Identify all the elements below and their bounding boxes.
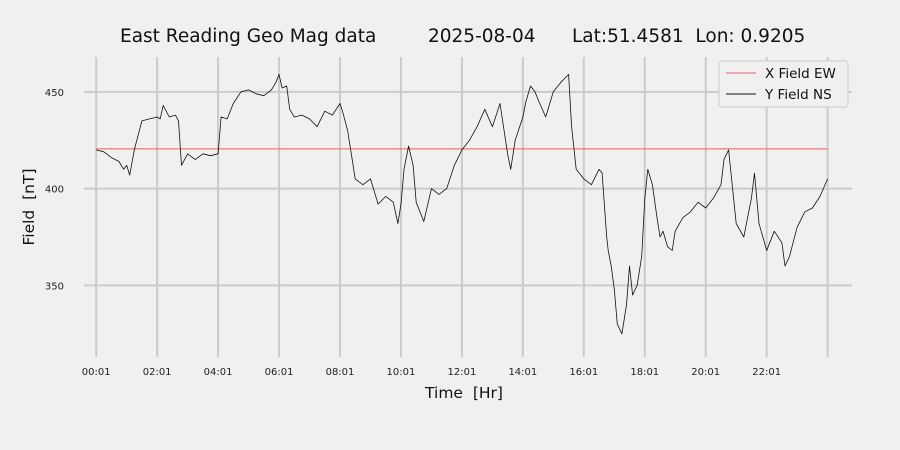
x-tick-label: 10:01 (387, 367, 416, 378)
x-axis-label: Time [Hr] (424, 384, 503, 402)
y-axis-label: Field [nT] (20, 168, 38, 245)
x-tick-label: 06:01 (265, 367, 294, 378)
grid-lines (84, 57, 852, 357)
x-tick-label: 14:01 (508, 367, 537, 378)
x-tick-label: 02:01 (143, 367, 172, 378)
plot-area (96, 74, 828, 335)
x-tick-label: 12:01 (447, 367, 476, 378)
x-tick-label: 22:01 (752, 367, 781, 378)
y-tick-label: 350 (45, 281, 64, 292)
x-tick-label: 20:01 (691, 367, 720, 378)
tick-labels: 00:01 02:01 04:01 06:01 08:01 10:01 12:01 14:01… (45, 88, 781, 378)
legend: X Field EW Y Field NS (718, 60, 849, 108)
legend-label-x-field: X Field EW (765, 66, 836, 82)
legend-label-y-field: Y Field NS (764, 87, 832, 103)
x-tick-label: 18:01 (630, 367, 659, 378)
series-line-y-field-ns (96, 74, 828, 335)
x-tick-label: 08:01 (326, 367, 355, 378)
y-tick-label: 400 (45, 185, 64, 196)
x-tick-label: 00:01 (82, 367, 111, 378)
chart-title-date: 2025-08-04 (428, 26, 536, 47)
y-tick-label: 450 (45, 88, 64, 99)
chart-title-name: East Reading Geo Mag data (120, 26, 376, 47)
x-tick-label: 04:01 (204, 367, 233, 378)
x-tick-label: 16:01 (569, 367, 598, 378)
chart-title-location: Lat:51.4581 Lon: 0.9205 (572, 26, 805, 47)
